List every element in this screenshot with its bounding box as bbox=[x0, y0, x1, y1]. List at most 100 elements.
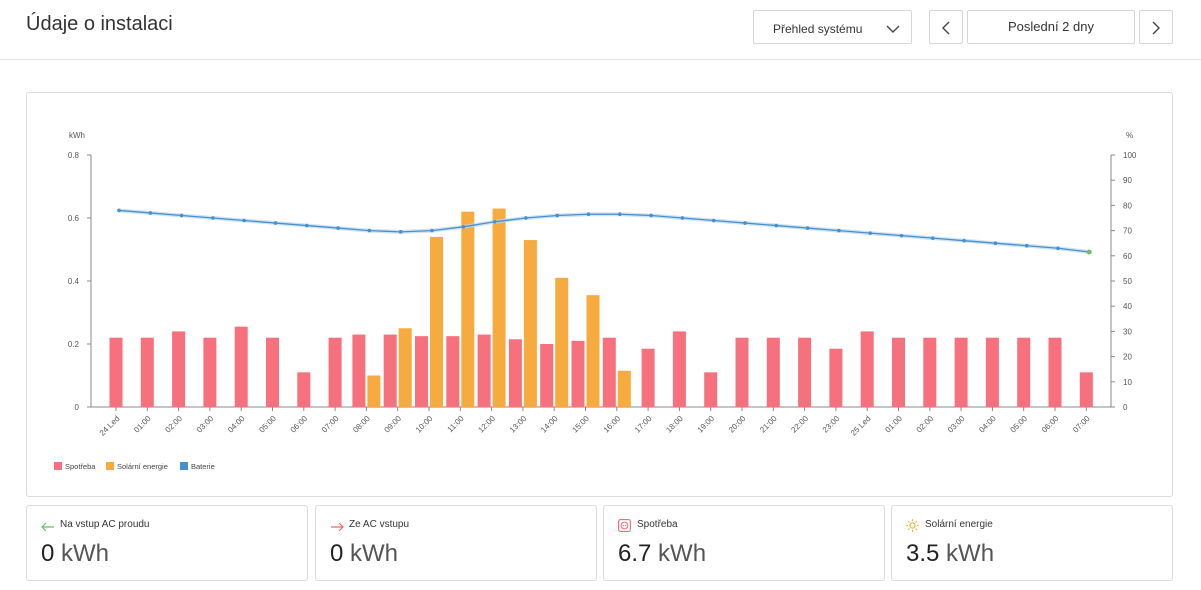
battery-point bbox=[461, 225, 466, 229]
y-right-tick-label: 90 bbox=[1123, 176, 1132, 185]
consumption-bar bbox=[985, 337, 999, 407]
arrow-right-icon bbox=[330, 519, 344, 537]
consumption-socket-icon bbox=[618, 519, 631, 537]
legend-label: Baterie bbox=[191, 462, 215, 471]
battery-point bbox=[242, 218, 246, 223]
stat-unit: kWh bbox=[350, 540, 399, 567]
solar-bar bbox=[555, 277, 569, 407]
battery-point bbox=[398, 230, 403, 234]
y-right-tick-label: 80 bbox=[1123, 201, 1132, 210]
battery-point bbox=[993, 241, 998, 245]
x-tick-label: 05:00 bbox=[257, 414, 278, 435]
x-tick-label: 21:00 bbox=[758, 414, 779, 435]
battery-band bbox=[119, 208, 1090, 255]
consumption-bar bbox=[704, 372, 718, 407]
battery-point bbox=[899, 233, 904, 238]
consumption-bar bbox=[892, 337, 905, 407]
battery-point bbox=[680, 216, 685, 220]
x-tick-label: 01:00 bbox=[132, 414, 153, 435]
legend-swatch bbox=[54, 462, 62, 470]
consumption-bar bbox=[172, 331, 186, 407]
consumption-bar bbox=[798, 337, 812, 407]
consumption-bar bbox=[735, 337, 749, 407]
x-tick-label: 07:00 bbox=[1071, 414, 1092, 435]
x-tick-label: 16:00 bbox=[602, 414, 623, 435]
consumption-bar bbox=[829, 348, 843, 407]
stat-number: 3.5 bbox=[906, 540, 940, 567]
stat-label: Solární energie bbox=[925, 519, 993, 530]
chevron-down-icon bbox=[886, 21, 900, 39]
x-tick-label: 01:00 bbox=[883, 414, 904, 435]
x-tick-label: 03:00 bbox=[946, 414, 967, 435]
y-right-tick-label: 20 bbox=[1123, 353, 1132, 362]
x-tick-label: 15:00 bbox=[570, 414, 591, 435]
consumption-bar bbox=[766, 337, 780, 407]
legend-swatch bbox=[180, 462, 188, 470]
stat-number: 0 bbox=[41, 540, 55, 567]
consumption-bar bbox=[1017, 337, 1031, 407]
battery-line bbox=[118, 209, 1090, 253]
x-tick-label: 07:00 bbox=[320, 414, 341, 435]
y-axis-right-label: % bbox=[1126, 131, 1133, 140]
battery-point bbox=[1086, 249, 1092, 255]
battery-point bbox=[305, 223, 309, 228]
stat-unit: kWh bbox=[946, 540, 995, 567]
view-select[interactable]: Přehled systému bbox=[753, 10, 912, 44]
battery-point bbox=[586, 212, 591, 217]
next-range-button[interactable] bbox=[1139, 10, 1173, 44]
consumption-bar bbox=[446, 336, 460, 407]
x-tick-label: 14:00 bbox=[539, 414, 560, 435]
consumption-bar bbox=[234, 326, 248, 407]
battery-point bbox=[1056, 246, 1060, 251]
chevron-left-icon bbox=[942, 21, 950, 35]
y-right-tick-label: 30 bbox=[1123, 327, 1132, 336]
y-right-tick-label: 100 bbox=[1123, 151, 1137, 160]
consumption-bar bbox=[602, 337, 616, 407]
stat-card-from-ac-input: Ze AC vstupu 0 kWh bbox=[315, 505, 597, 581]
arrow-left-icon bbox=[41, 519, 55, 537]
solar-bar bbox=[617, 370, 631, 407]
range-display[interactable]: Poslední 2 dny bbox=[967, 10, 1135, 44]
x-tick-label: 24 Led bbox=[98, 414, 122, 438]
x-tick-label: 10:00 bbox=[414, 414, 435, 435]
x-tick-label: 13:00 bbox=[508, 414, 529, 435]
battery-point bbox=[524, 216, 528, 220]
solar-bar bbox=[398, 328, 412, 407]
x-tick-label: 20:00 bbox=[727, 414, 748, 435]
x-tick-label: 06:00 bbox=[289, 414, 310, 435]
stat-number: 6.7 bbox=[618, 540, 652, 567]
x-tick-label: 04:00 bbox=[977, 414, 998, 435]
x-tick-label: 25 Led bbox=[849, 414, 873, 438]
consumption-bar bbox=[954, 337, 968, 407]
consumption-bar bbox=[297, 372, 311, 407]
solar-bar bbox=[492, 208, 506, 407]
battery-point bbox=[868, 231, 872, 235]
y-right-tick-label: 50 bbox=[1123, 277, 1132, 286]
battery-point bbox=[179, 213, 184, 218]
y-left-tick-label: 0 bbox=[75, 403, 80, 412]
consumption-bar bbox=[641, 348, 655, 407]
battery-point bbox=[555, 213, 559, 218]
consumption-bar bbox=[1079, 372, 1093, 407]
stat-value: 0 kWh bbox=[330, 540, 398, 568]
x-tick-label: 19:00 bbox=[696, 414, 717, 435]
prev-range-button[interactable] bbox=[929, 10, 963, 44]
x-tick-label: 17:00 bbox=[633, 414, 654, 435]
y-left-tick-label: 0.2 bbox=[68, 340, 80, 349]
consumption-bar bbox=[352, 334, 366, 407]
legend-label: Spotřeba bbox=[65, 462, 96, 471]
solar-bar bbox=[430, 236, 443, 407]
stat-value: 6.7 kWh bbox=[618, 540, 706, 568]
battery-point bbox=[117, 208, 121, 213]
stat-label: Na vstup AC proudu bbox=[60, 519, 150, 530]
battery-point bbox=[1024, 243, 1029, 248]
battery-point bbox=[649, 213, 653, 218]
consumption-bar bbox=[140, 337, 154, 407]
y-left-tick-label: 0.8 bbox=[68, 151, 80, 160]
stat-label: Spotřeba bbox=[637, 519, 678, 530]
x-tick-label: 02:00 bbox=[163, 414, 184, 435]
stat-value: 0 kWh bbox=[41, 540, 109, 568]
battery-point bbox=[837, 228, 841, 233]
chart-card: kWh% 0 0.2 0.4 0.6 0.8 0 10 20 30 40 50 60 70 80 90 100 2… bbox=[26, 92, 1173, 497]
legend-label: Solární energie bbox=[117, 462, 168, 471]
